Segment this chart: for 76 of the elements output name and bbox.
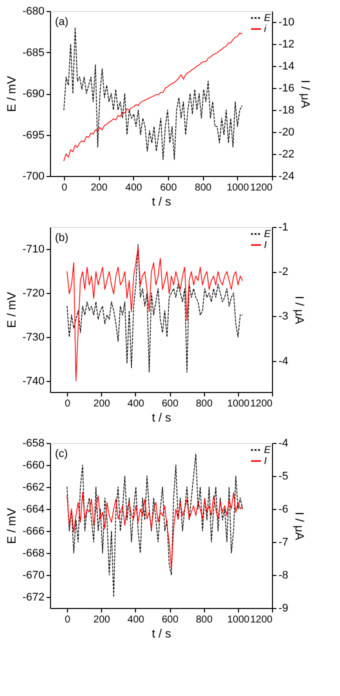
y-tick-label: -710 bbox=[22, 244, 44, 256]
y-tick-label: -700 bbox=[22, 170, 44, 182]
y2-tick-label: -4 bbox=[278, 355, 288, 368]
x-tick-label: 200 bbox=[93, 614, 111, 626]
y-axis-title: E / mV bbox=[4, 76, 18, 112]
y2-tick-label: -22 bbox=[278, 148, 294, 160]
y-tick-label: -662 bbox=[22, 482, 44, 494]
x-tick-label: 1200 bbox=[250, 398, 273, 410]
y2-tick-label: -8 bbox=[278, 570, 288, 582]
y2-tick-label: -24 bbox=[278, 170, 294, 182]
x-tick-label: 800 bbox=[196, 398, 213, 410]
x-tick-label: 0 bbox=[64, 614, 71, 626]
legend-label: E bbox=[264, 229, 271, 240]
y-tick-label: -685 bbox=[22, 46, 44, 59]
x-axis-title: t / s bbox=[152, 194, 172, 208]
y-tick-label: -664 bbox=[22, 504, 44, 516]
x-tick-label: 600 bbox=[162, 398, 179, 410]
y-tick-label: -666 bbox=[22, 526, 44, 538]
y2-tick-label: -20 bbox=[278, 126, 294, 138]
legend-label: I bbox=[264, 456, 267, 467]
x-tick-label: 600 bbox=[160, 182, 178, 194]
line-series bbox=[66, 454, 243, 598]
legend-label: i bbox=[264, 24, 267, 35]
y2-tick-label: -12 bbox=[278, 38, 294, 50]
legend-label: I bbox=[264, 240, 267, 251]
y-tick-label: -695 bbox=[22, 129, 44, 142]
y-tick-label: -660 bbox=[22, 460, 44, 472]
y2-tick-label: -4 bbox=[278, 438, 288, 450]
annotation: (b) bbox=[55, 232, 68, 244]
y2-tick-label: -1 bbox=[278, 222, 288, 234]
y-tick-label: -730 bbox=[22, 332, 44, 344]
y-tick-label: -668 bbox=[22, 548, 44, 560]
y2-tick-label: -3 bbox=[278, 310, 288, 323]
x-tick-label: 0 bbox=[62, 182, 68, 194]
y-tick-label: -658 bbox=[22, 438, 44, 450]
y2-tick-label: -18 bbox=[278, 104, 294, 116]
y2-axis-title: I / μA bbox=[292, 512, 306, 540]
line-series bbox=[66, 492, 243, 569]
y-tick-label: -690 bbox=[22, 88, 44, 100]
y-tick-label: -740 bbox=[22, 376, 44, 388]
x-tick-label: 800 bbox=[196, 614, 213, 626]
y-axis-title: E / mV bbox=[4, 292, 18, 328]
y2-tick-label: -16 bbox=[278, 82, 294, 94]
y-tick-label: -720 bbox=[22, 288, 44, 300]
x-tick-label: 400 bbox=[125, 182, 143, 194]
legend-label: E bbox=[264, 13, 271, 24]
y2-tick-label: -2 bbox=[278, 266, 288, 278]
x-tick-label: 600 bbox=[162, 614, 179, 626]
y2-tick-label: -7 bbox=[278, 536, 288, 548]
x-tick-label: 1200 bbox=[250, 182, 273, 194]
x-tick-label: 800 bbox=[194, 182, 212, 194]
x-tick-label: 1000 bbox=[227, 398, 250, 410]
y2-tick-label: -6 bbox=[278, 504, 288, 516]
x-tick-label: 0 bbox=[64, 398, 71, 410]
y-tick-label: -670 bbox=[22, 570, 44, 582]
x-axis-title: t / s bbox=[152, 410, 172, 424]
x-tick-label: 400 bbox=[128, 614, 145, 626]
annotation: (c) bbox=[55, 448, 68, 460]
x-tick-label: 200 bbox=[90, 182, 108, 194]
y2-tick-label: -14 bbox=[278, 60, 294, 72]
y-axis-title: E / mV bbox=[4, 508, 18, 544]
y2-tick-label: -5 bbox=[278, 470, 288, 482]
y-tick-label: -672 bbox=[22, 592, 44, 604]
y2-axis-title: I / μA bbox=[298, 80, 312, 108]
x-tick-label: 1200 bbox=[250, 614, 273, 626]
annotation: (a) bbox=[55, 16, 68, 28]
y2-axis-title: I / μA bbox=[292, 296, 306, 324]
y-tick-label: -680 bbox=[22, 6, 44, 18]
x-tick-label: 1000 bbox=[227, 614, 250, 626]
y2-tick-label: -10 bbox=[278, 16, 294, 28]
x-tick-label: 400 bbox=[128, 398, 145, 410]
x-axis-title: t / s bbox=[152, 626, 172, 640]
x-tick-label: 200 bbox=[93, 398, 111, 410]
y2-tick-label: -9 bbox=[278, 602, 288, 614]
x-tick-label: 1000 bbox=[226, 182, 250, 194]
legend-label: E bbox=[264, 445, 271, 456]
